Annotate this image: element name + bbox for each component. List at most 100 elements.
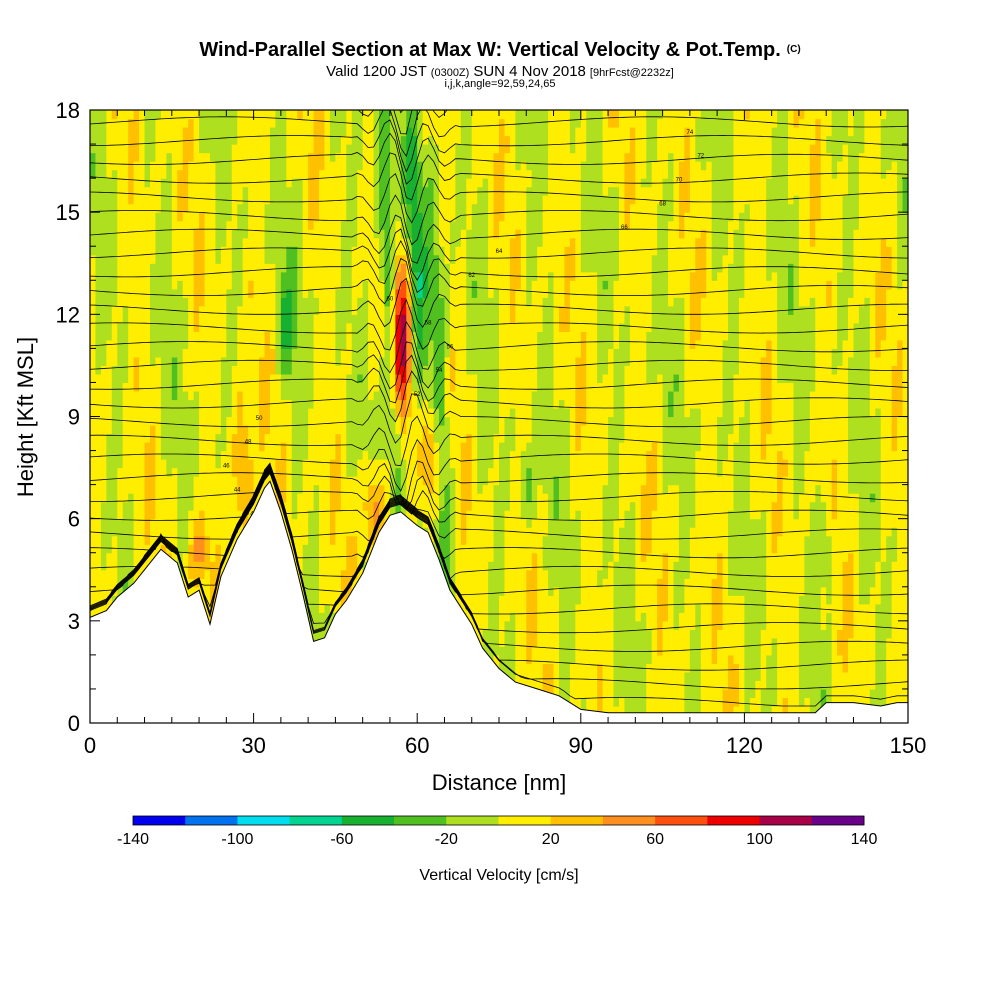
velocity-cell [95, 373, 102, 384]
velocity-cell [264, 416, 271, 426]
velocity-cell [460, 118, 467, 128]
velocity-cell [340, 544, 347, 554]
velocity-cell [444, 297, 451, 307]
velocity-cell [297, 450, 304, 460]
velocity-cell [406, 135, 413, 145]
velocity-cell [177, 399, 184, 409]
velocity-cell [117, 229, 124, 239]
velocity-cell [188, 390, 195, 401]
velocity-cell [226, 178, 233, 188]
velocity-cell [139, 365, 146, 375]
velocity-cell [122, 322, 129, 332]
vertical-velocity-field [90, 110, 908, 723]
velocity-cell [422, 246, 429, 256]
velocity-cell [460, 169, 467, 179]
velocity-cell [237, 407, 244, 418]
velocity-cell [433, 135, 440, 145]
velocity-cell [133, 280, 140, 290]
velocity-cell [242, 288, 249, 298]
velocity-cell [128, 450, 135, 460]
velocity-cell [128, 476, 135, 486]
velocity-cell [155, 263, 162, 273]
velocity-cell [128, 331, 135, 341]
velocity-cell [215, 348, 222, 358]
velocity-cell [248, 373, 255, 384]
velocity-cell [100, 535, 107, 545]
velocity-cell [122, 552, 129, 562]
velocity-cell [340, 518, 347, 528]
velocity-cell [460, 586, 467, 596]
velocity-cell [253, 416, 260, 426]
velocity-cell [428, 382, 435, 392]
velocity-cell [199, 407, 206, 418]
velocity-cell [411, 254, 418, 264]
velocity-cell [324, 535, 331, 545]
velocity-cell [248, 203, 255, 213]
velocity-cell [417, 305, 424, 315]
velocity-cell [455, 501, 462, 511]
velocity-cell [199, 450, 206, 460]
velocity-cell [275, 373, 282, 384]
velocity-cell [242, 297, 249, 307]
velocity-cell [362, 501, 369, 511]
velocity-cell [253, 459, 260, 469]
velocity-cell [389, 407, 396, 418]
velocity-cell [324, 356, 331, 367]
velocity-cell [417, 390, 424, 401]
velocity-cell [264, 135, 271, 145]
velocity-cell [313, 229, 320, 239]
velocity-cell [182, 127, 189, 137]
velocity-cell [139, 484, 146, 494]
velocity-cell [259, 373, 266, 384]
velocity-cell [351, 339, 358, 349]
velocity-cell [199, 518, 206, 528]
velocity-cell [199, 331, 206, 341]
velocity-cell [128, 161, 135, 171]
velocity-cell [204, 467, 211, 477]
velocity-cell [117, 510, 124, 520]
velocity-cell [395, 229, 402, 239]
velocity-cell [460, 407, 467, 418]
velocity-cell [297, 365, 304, 375]
velocity-cell [199, 152, 206, 162]
velocity-cell [411, 110, 418, 120]
velocity-cell [319, 518, 326, 528]
velocity-cell [319, 425, 326, 435]
velocity-cell [95, 186, 102, 196]
velocity-cell [379, 229, 386, 239]
velocity-cell [329, 518, 336, 528]
velocity-cell [160, 348, 167, 358]
velocity-cell [144, 263, 151, 273]
velocity-cell [149, 254, 157, 264]
velocity-cell [199, 390, 206, 401]
velocity-cell [209, 467, 217, 477]
velocity-cell [422, 322, 429, 332]
velocity-cell [269, 135, 277, 145]
velocity-cell [286, 220, 293, 230]
velocity-cell [335, 407, 342, 418]
velocity-cell [144, 203, 151, 213]
velocity-cell [302, 510, 309, 520]
velocity-cell [460, 382, 467, 392]
velocity-cell [90, 433, 97, 443]
velocity-cell [188, 127, 195, 137]
velocity-cell [264, 373, 271, 384]
velocity-cell [215, 118, 222, 128]
velocity-cell [291, 365, 298, 375]
velocity-cell [226, 493, 233, 503]
velocity-cell [144, 527, 151, 537]
velocity-cell [455, 305, 462, 315]
velocity-cell [422, 348, 429, 358]
velocity-cell [313, 152, 320, 162]
velocity-cell [302, 314, 309, 324]
velocity-cell [248, 356, 255, 367]
velocity-cell [193, 442, 200, 452]
velocity-cell [133, 467, 140, 477]
velocity-cell [242, 203, 249, 213]
velocity-cell [400, 425, 407, 435]
velocity-cell [329, 510, 336, 520]
velocity-cell [433, 161, 440, 171]
velocity-cell [329, 535, 336, 545]
velocity-cell [188, 280, 195, 290]
velocity-cell [329, 578, 336, 588]
